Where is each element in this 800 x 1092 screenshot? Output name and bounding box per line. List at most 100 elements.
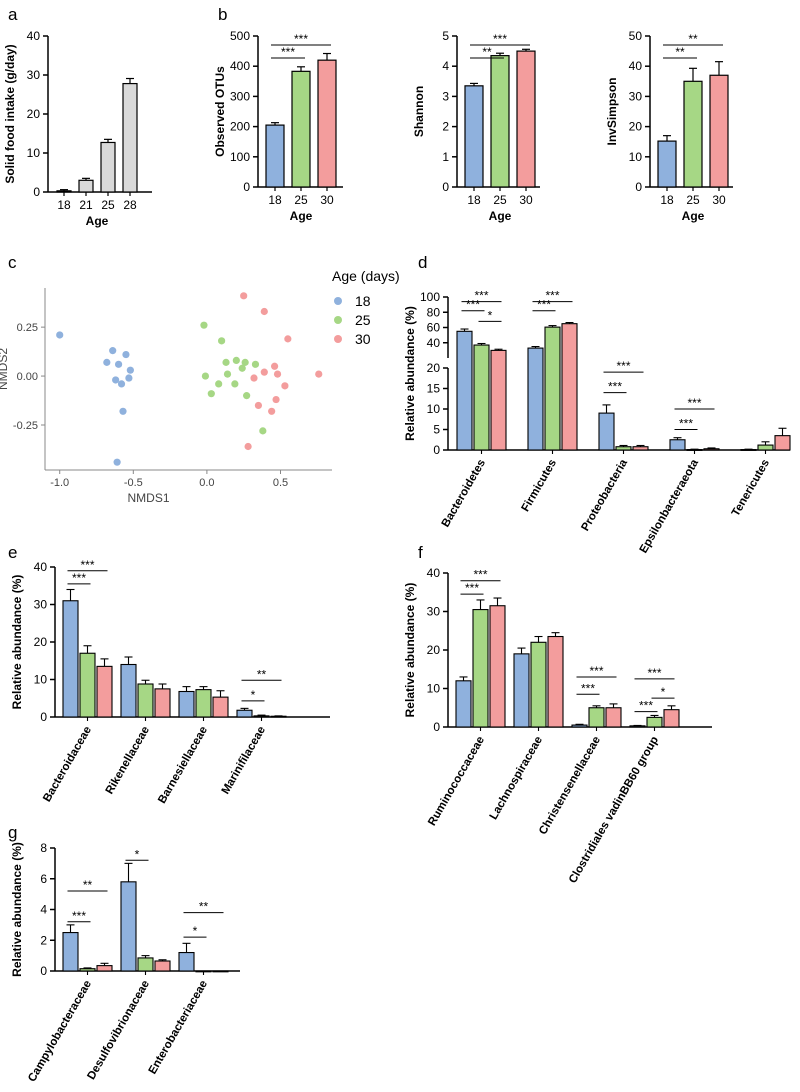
- f-bar: [513, 653, 530, 728]
- f-bar: [629, 725, 646, 728]
- f-sig-label: ***: [465, 581, 479, 595]
- f-bar: [605, 707, 622, 728]
- b3-sig-label: **: [688, 32, 698, 46]
- b3-x-tick-label: 25: [686, 193, 700, 207]
- a-x-tick-label: 21: [79, 198, 93, 212]
- b2-sig-label: **: [482, 45, 492, 59]
- b3-y-tick-label: 10: [629, 150, 643, 164]
- b1-sig-label: ***: [294, 32, 308, 46]
- c-point-30: [240, 292, 248, 300]
- c-point-18: [125, 374, 133, 382]
- b2-bar: [490, 55, 510, 188]
- g-bar: [62, 932, 79, 972]
- c-point-30: [250, 374, 258, 382]
- f-y-tick-label: 0: [433, 720, 440, 734]
- d-y-tick-label: 60: [427, 321, 441, 335]
- f-bar: [489, 605, 506, 728]
- b2-x-tick-label: 25: [493, 193, 507, 207]
- a-x-label: Age: [86, 214, 109, 228]
- c-point-25: [223, 370, 232, 378]
- c-point-25: [231, 380, 239, 388]
- panel-label-b: b: [218, 5, 227, 24]
- e-sig-label: ***: [72, 571, 86, 585]
- b2-y-tick-label: 0: [442, 180, 449, 194]
- e-bar: [137, 683, 154, 718]
- f-sig-label: ***: [639, 699, 653, 713]
- g-bar: [120, 881, 137, 972]
- d-bar: [561, 323, 578, 451]
- d-bar: [544, 326, 561, 451]
- c-x-label: NMDS1: [127, 491, 169, 505]
- a-bar: [78, 179, 94, 193]
- a-y-tick-label: 30: [27, 68, 41, 82]
- b3-x-label: Age: [682, 209, 705, 223]
- c-x-tick-label: -1.0: [50, 477, 69, 489]
- d-bar: [757, 444, 774, 451]
- d-bar: [632, 446, 649, 451]
- g-y-tick-label: 2: [40, 933, 47, 947]
- d-x-tick-label: Bacteroidetes: [440, 458, 488, 530]
- b2-y-label: Shannon: [412, 86, 426, 137]
- e-y-label: Relative abundance (%): [10, 575, 24, 710]
- g-x-tick-label: Enterobacteriaceae: [147, 979, 210, 1077]
- a-y-tick-label: 40: [27, 29, 41, 43]
- c-point-25: [243, 392, 251, 400]
- c-x-tick-label: 0.5: [273, 477, 288, 489]
- legend-label-30: 30: [355, 331, 371, 347]
- c-point-25: [218, 337, 226, 345]
- c-point-25: [238, 364, 246, 372]
- c-point-18: [113, 458, 121, 466]
- c-point-25: [232, 356, 240, 365]
- f-bar: [571, 724, 588, 728]
- g-sig-label: **: [199, 900, 209, 914]
- d-bar: [703, 448, 720, 451]
- c-point-25: [251, 360, 260, 368]
- c-point-25: [241, 358, 249, 366]
- f-bar: [547, 635, 564, 728]
- g-y-tick-label: 4: [40, 903, 47, 917]
- e-bar: [154, 688, 171, 718]
- c-point-18: [109, 347, 117, 355]
- b2-y-tick-label: 2: [442, 120, 449, 134]
- c-y-tick-label: 0.25: [17, 322, 38, 334]
- e-bar: [253, 715, 270, 718]
- f-y-tick-label: 20: [427, 643, 441, 657]
- b2-x-tick-label: 18: [467, 193, 481, 207]
- b1-y-tick-label: 200: [230, 120, 250, 134]
- d-y-tick-label: 15: [427, 382, 441, 396]
- d-y-tick-label: 5: [433, 423, 440, 437]
- g-y-tick-label: 6: [40, 872, 47, 886]
- b1-x-tick-label: 25: [294, 193, 308, 207]
- b1-y-tick-label: 500: [230, 29, 250, 43]
- b1-y-tick-label: 300: [230, 89, 250, 103]
- f-x-tick-label: Lachnospiraceae: [488, 735, 545, 822]
- e-x-tick-label: Rikenellaceae: [104, 725, 152, 797]
- g-y-tick-label: 8: [40, 841, 47, 855]
- panel-label-c: c: [8, 253, 17, 272]
- g-x-tick-label: Campylobacteraceae: [26, 979, 94, 1085]
- e-y-tick-label: 10: [34, 673, 48, 687]
- g-y-tick-label: 0: [40, 964, 47, 978]
- a-bar: [56, 190, 72, 193]
- b2-y-tick-label: 1: [442, 150, 449, 164]
- legend-title: Age (days): [332, 268, 400, 284]
- e-sig-label: ***: [80, 558, 94, 572]
- a-y-tick-label: 20: [27, 107, 41, 121]
- e-y-tick-label: 40: [34, 560, 48, 574]
- c-point-30: [272, 395, 280, 404]
- a-y-tick-label: 0: [33, 185, 40, 199]
- d-bar: [456, 330, 473, 451]
- c-point-18: [122, 350, 130, 359]
- e-y-tick-label: 30: [34, 598, 48, 612]
- f-bar: [646, 716, 663, 728]
- e-x-tick-label: Bacteroidaceae: [41, 725, 94, 805]
- legend-label-18: 18: [355, 293, 371, 309]
- c-point-30: [254, 401, 263, 410]
- d-bar: [490, 349, 507, 451]
- d-bar: [615, 446, 632, 451]
- panel-label-d: d: [418, 253, 427, 272]
- c-point-30: [281, 382, 289, 390]
- c-x-tick-label: -0.5: [124, 477, 143, 489]
- f-sig-label: ***: [581, 681, 595, 695]
- b1-bar: [291, 70, 311, 188]
